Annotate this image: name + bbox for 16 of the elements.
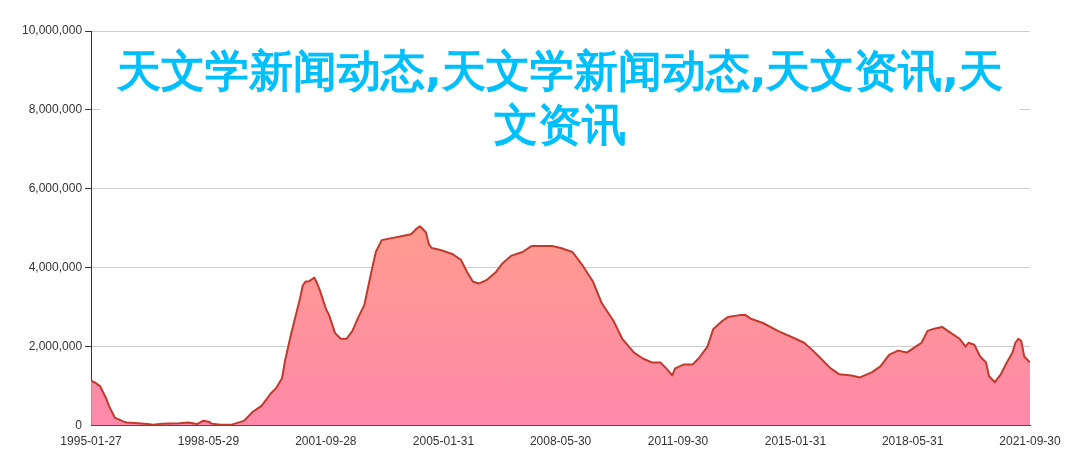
x-tick-label: 1995-01-27 <box>60 434 123 449</box>
y-tick-label: 6,000,000 <box>28 181 83 196</box>
y-tick-label: 0 <box>75 417 83 432</box>
text: 天文学新闻动态,天文学新闻动态,天文资讯,天文资讯 <box>100 44 1020 152</box>
x-tick-label: 2021-09-30 <box>999 434 1062 449</box>
x-tick-label: 2018-05-31 <box>881 434 944 449</box>
y-tick-label: 10,000,000 <box>22 23 83 38</box>
y-tick-label: 2,000,000 <box>28 338 83 353</box>
x-tick-label: 1998-05-29 <box>177 434 240 449</box>
x-tick-label: 2005-01-31 <box>412 434 475 449</box>
y-tick-label: 4,000,000 <box>28 260 83 275</box>
x-tick-label: 2011-09-30 <box>647 434 709 449</box>
y-tick-label: 8,000,000 <box>28 102 83 117</box>
x-tick-label: 2015-01-31 <box>764 434 827 449</box>
x-tick-label: 2001-09-28 <box>295 434 357 449</box>
x-tick-label: 2008-05-30 <box>529 434 592 449</box>
